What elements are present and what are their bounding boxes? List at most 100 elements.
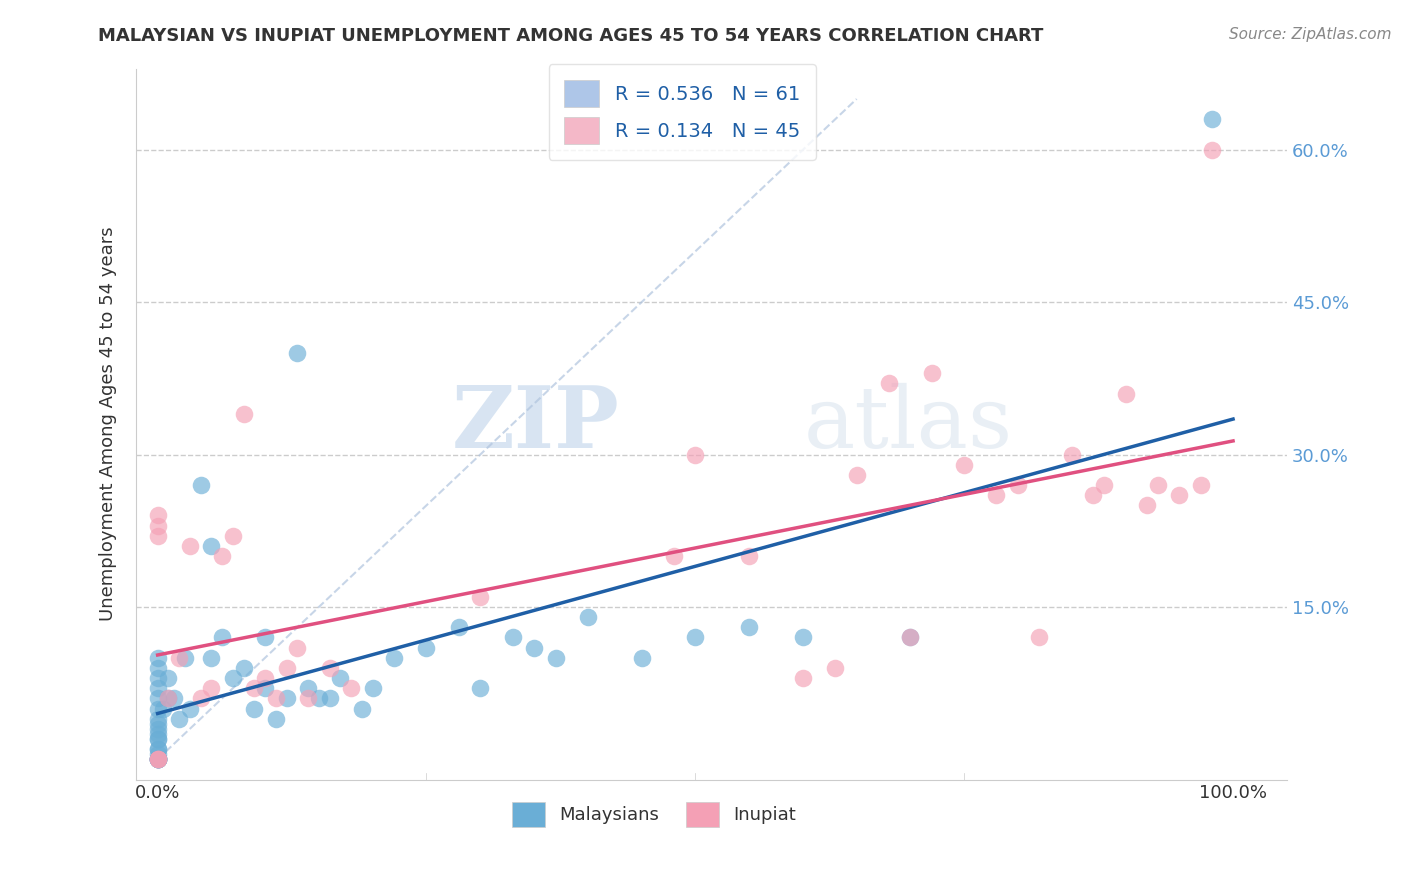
- Point: [146, 671, 169, 685]
- Point: [630, 650, 652, 665]
- Point: [146, 716, 169, 731]
- Point: [146, 681, 169, 696]
- Point: [287, 640, 309, 655]
- Point: [179, 701, 201, 715]
- Point: [824, 661, 846, 675]
- Point: [523, 640, 546, 655]
- Point: [576, 610, 599, 624]
- Point: [502, 631, 524, 645]
- Point: [243, 681, 266, 696]
- Point: [1168, 488, 1191, 502]
- Point: [318, 661, 340, 675]
- Point: [146, 742, 169, 756]
- Point: [146, 752, 169, 766]
- Point: [685, 448, 707, 462]
- Point: [179, 539, 201, 553]
- Point: [211, 631, 233, 645]
- Point: [146, 731, 169, 746]
- Point: [287, 346, 309, 360]
- Point: [157, 671, 180, 685]
- Point: [146, 752, 169, 766]
- Point: [146, 742, 169, 756]
- Point: [232, 407, 254, 421]
- Point: [264, 691, 287, 706]
- Point: [146, 722, 169, 736]
- Point: [544, 650, 567, 665]
- Point: [738, 620, 761, 634]
- Point: [222, 671, 245, 685]
- Point: [470, 681, 492, 696]
- Point: [146, 752, 169, 766]
- Point: [243, 701, 266, 715]
- Point: [470, 590, 492, 604]
- Point: [1028, 631, 1050, 645]
- Point: [662, 549, 685, 563]
- Point: [254, 681, 277, 696]
- Point: [254, 671, 277, 685]
- Point: [190, 478, 212, 492]
- Point: [415, 640, 437, 655]
- Point: [146, 518, 169, 533]
- Point: [146, 752, 169, 766]
- Point: [146, 650, 169, 665]
- Point: [146, 752, 169, 766]
- Point: [900, 631, 922, 645]
- Point: [146, 691, 169, 706]
- Point: [1201, 112, 1223, 127]
- Point: [222, 529, 245, 543]
- Point: [1060, 448, 1083, 462]
- Point: [953, 458, 976, 472]
- Point: [297, 681, 319, 696]
- Point: [1189, 478, 1212, 492]
- Point: [340, 681, 363, 696]
- Point: [157, 691, 180, 706]
- Point: [200, 539, 222, 553]
- Point: [146, 712, 169, 726]
- Point: [792, 671, 814, 685]
- Point: [167, 650, 190, 665]
- Point: [361, 681, 384, 696]
- Point: [986, 488, 1008, 502]
- Point: [738, 549, 761, 563]
- Point: [1136, 499, 1159, 513]
- Point: [173, 650, 195, 665]
- Point: [146, 752, 169, 766]
- Point: [350, 701, 373, 715]
- Point: [157, 691, 180, 706]
- Point: [276, 661, 298, 675]
- Point: [190, 691, 212, 706]
- Point: [382, 650, 405, 665]
- Point: [900, 631, 922, 645]
- Point: [1092, 478, 1115, 492]
- Point: [146, 752, 169, 766]
- Point: [152, 701, 174, 715]
- Point: [447, 620, 470, 634]
- Point: [200, 650, 222, 665]
- Point: [146, 529, 169, 543]
- Point: [146, 508, 169, 523]
- Point: [685, 631, 707, 645]
- Point: [232, 661, 254, 675]
- Text: ZIP: ZIP: [451, 382, 620, 466]
- Point: [264, 712, 287, 726]
- Point: [146, 661, 169, 675]
- Point: [211, 549, 233, 563]
- Y-axis label: Unemployment Among Ages 45 to 54 years: Unemployment Among Ages 45 to 54 years: [100, 227, 117, 622]
- Point: [146, 752, 169, 766]
- Point: [146, 752, 169, 766]
- Text: MALAYSIAN VS INUPIAT UNEMPLOYMENT AMONG AGES 45 TO 54 YEARS CORRELATION CHART: MALAYSIAN VS INUPIAT UNEMPLOYMENT AMONG …: [98, 27, 1043, 45]
- Point: [318, 691, 340, 706]
- Point: [146, 747, 169, 762]
- Point: [921, 366, 943, 380]
- Point: [146, 701, 169, 715]
- Point: [1115, 386, 1137, 401]
- Point: [845, 467, 868, 482]
- Point: [1146, 478, 1168, 492]
- Point: [308, 691, 330, 706]
- Point: [200, 681, 222, 696]
- Point: [877, 376, 900, 391]
- Point: [792, 631, 814, 645]
- Point: [1083, 488, 1105, 502]
- Point: [297, 691, 319, 706]
- Point: [1201, 143, 1223, 157]
